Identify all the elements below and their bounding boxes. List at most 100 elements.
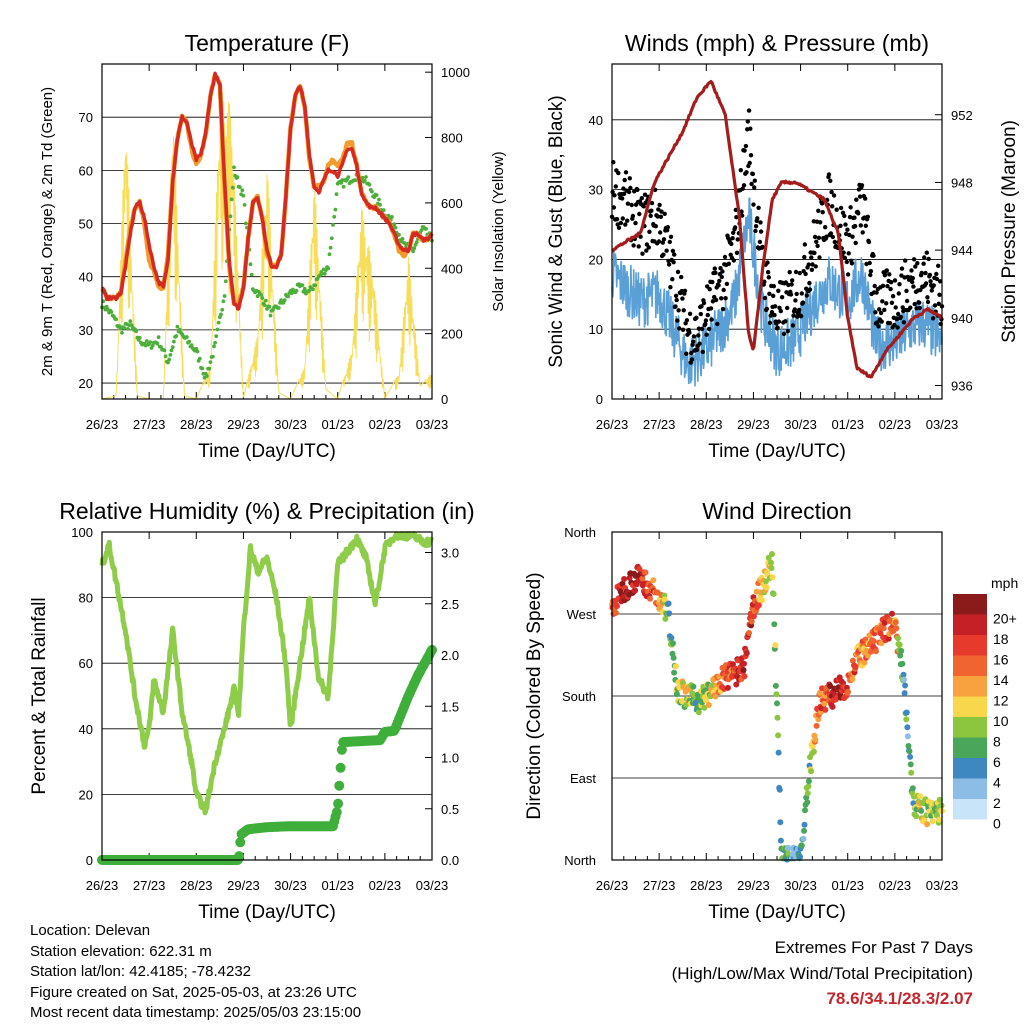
dewpoint-point [156, 335, 161, 340]
relative-humidity-line [99, 531, 435, 816]
x-axis-label: Time (Day/UTC) [708, 441, 846, 462]
x-tick-label: 02/23 [879, 878, 912, 893]
dewpoint-point [255, 294, 260, 299]
gust-point [640, 251, 645, 256]
chart-title: Temperature (F) [185, 30, 350, 56]
gust-point [658, 214, 664, 219]
gust-point [803, 271, 808, 277]
gust-point [744, 170, 749, 175]
gust-point [684, 351, 689, 356]
y-tick-label: 0 [596, 392, 603, 407]
gust-point [630, 213, 636, 219]
gust-point [769, 310, 775, 315]
direction-point [819, 685, 826, 692]
temperature-panel: Temperature (F) Time (Day/UTC) 26/23 27/23 2… [39, 30, 507, 462]
gust-point [657, 202, 662, 208]
gust-point [896, 291, 901, 296]
gust-point [628, 185, 633, 191]
gust-point [662, 211, 667, 216]
gust-point [834, 207, 839, 212]
dewpoint-point [128, 319, 133, 324]
gust-point [858, 223, 863, 228]
gust-point [621, 191, 627, 196]
gust-point [884, 301, 889, 306]
gust-point [915, 261, 920, 266]
dewpoint-point [207, 366, 212, 371]
plot-frame [101, 63, 433, 400]
gust-point [626, 189, 632, 195]
gust-point [618, 220, 624, 226]
direction-point [671, 669, 678, 676]
gust-point [723, 296, 728, 301]
direction-point [816, 689, 823, 696]
direction-point [666, 610, 673, 617]
direction-point [904, 724, 911, 731]
gust-point [776, 288, 781, 293]
gust-point [917, 305, 922, 311]
gust-point [724, 281, 730, 287]
gust-point [878, 310, 884, 316]
dewpoint-point [168, 353, 173, 357]
direction-point [621, 576, 628, 582]
dewpoint-point [327, 252, 332, 257]
dewpoint-point [213, 340, 218, 345]
dewpoint-point [302, 286, 307, 291]
gust-point [874, 290, 879, 295]
gust-point [639, 196, 644, 201]
direction-point [936, 796, 943, 803]
gust-point [852, 223, 858, 229]
gust-point [848, 205, 853, 210]
gust-point [904, 288, 909, 294]
gust-point [730, 236, 735, 241]
dewpoint-point [134, 329, 139, 334]
gust-point [746, 108, 752, 113]
dewpoint-point [364, 175, 368, 179]
direction-point [703, 697, 709, 704]
precip-point [333, 798, 344, 809]
direction-point [746, 630, 752, 636]
gust-point [843, 222, 848, 227]
gust-point [787, 270, 792, 275]
direction-point [812, 736, 819, 743]
y-right-tick-label: 0.5 [441, 802, 459, 817]
direction-point [800, 835, 807, 842]
direction-point [849, 676, 856, 683]
gust-point [860, 230, 865, 235]
dewpoint-point [329, 236, 334, 241]
gust-point [765, 260, 770, 265]
gust-point [812, 250, 817, 256]
precip-point [335, 762, 346, 773]
dewpoint-point [411, 249, 415, 254]
y-right-tick-label: 1.0 [441, 751, 459, 766]
gust-point [659, 209, 664, 214]
dewpoint-point [208, 360, 213, 364]
gust-point [673, 293, 679, 298]
gust-point [699, 326, 705, 332]
gust-point [613, 184, 618, 189]
dewpoint-point [260, 296, 265, 300]
gust-point [755, 216, 760, 221]
gust-point [734, 250, 740, 255]
gust-point [625, 201, 631, 206]
direction-point [725, 684, 731, 691]
direction-point [775, 732, 782, 739]
location-text: Location: Delevan [30, 922, 151, 939]
dewpoint-point [240, 188, 245, 193]
colorbar-swatch [953, 676, 987, 697]
gust-point [849, 261, 855, 266]
direction-point [612, 609, 619, 616]
gust-point [764, 306, 769, 312]
gust-point [707, 287, 712, 292]
gust-point [653, 224, 658, 229]
y-tick-label: East [570, 771, 596, 786]
gust-point [790, 278, 795, 283]
gust-point [712, 266, 717, 271]
dewpoint-point [216, 320, 221, 325]
direction-point [763, 584, 770, 591]
gust-point [928, 279, 933, 284]
dewpoint-point [268, 313, 273, 318]
direction-point [904, 733, 911, 740]
gust-point [680, 327, 686, 332]
gust-point [927, 272, 933, 278]
